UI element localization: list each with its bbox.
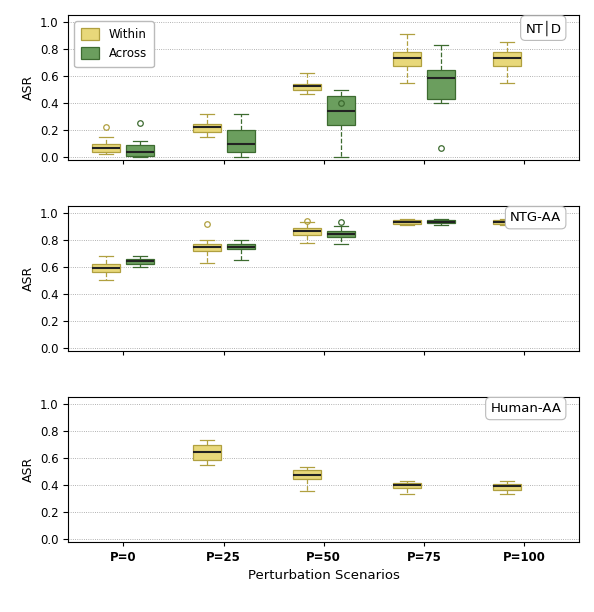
PathPatch shape [226, 130, 255, 152]
PathPatch shape [493, 52, 521, 66]
PathPatch shape [293, 470, 321, 479]
PathPatch shape [527, 220, 555, 223]
Legend: Within, Across: Within, Across [74, 21, 154, 67]
PathPatch shape [427, 220, 455, 223]
Text: NT│D: NT│D [525, 20, 561, 35]
Y-axis label: ASR: ASR [21, 75, 34, 100]
PathPatch shape [192, 244, 220, 251]
PathPatch shape [192, 124, 220, 132]
Y-axis label: ASR: ASR [21, 266, 34, 291]
PathPatch shape [127, 259, 154, 264]
PathPatch shape [393, 220, 421, 224]
PathPatch shape [493, 483, 521, 490]
PathPatch shape [427, 70, 455, 99]
Text: NTG-AA: NTG-AA [510, 211, 561, 224]
PathPatch shape [293, 84, 321, 89]
PathPatch shape [493, 220, 521, 224]
Y-axis label: ASR: ASR [21, 457, 34, 482]
PathPatch shape [226, 244, 255, 250]
Text: Human-AA: Human-AA [490, 402, 561, 415]
PathPatch shape [393, 52, 421, 66]
X-axis label: Perturbation Scenarios: Perturbation Scenarios [248, 569, 400, 582]
PathPatch shape [293, 228, 321, 235]
PathPatch shape [127, 145, 154, 156]
PathPatch shape [192, 445, 220, 460]
PathPatch shape [393, 483, 421, 488]
PathPatch shape [327, 231, 355, 237]
PathPatch shape [327, 96, 355, 125]
PathPatch shape [92, 144, 121, 152]
PathPatch shape [92, 264, 121, 272]
